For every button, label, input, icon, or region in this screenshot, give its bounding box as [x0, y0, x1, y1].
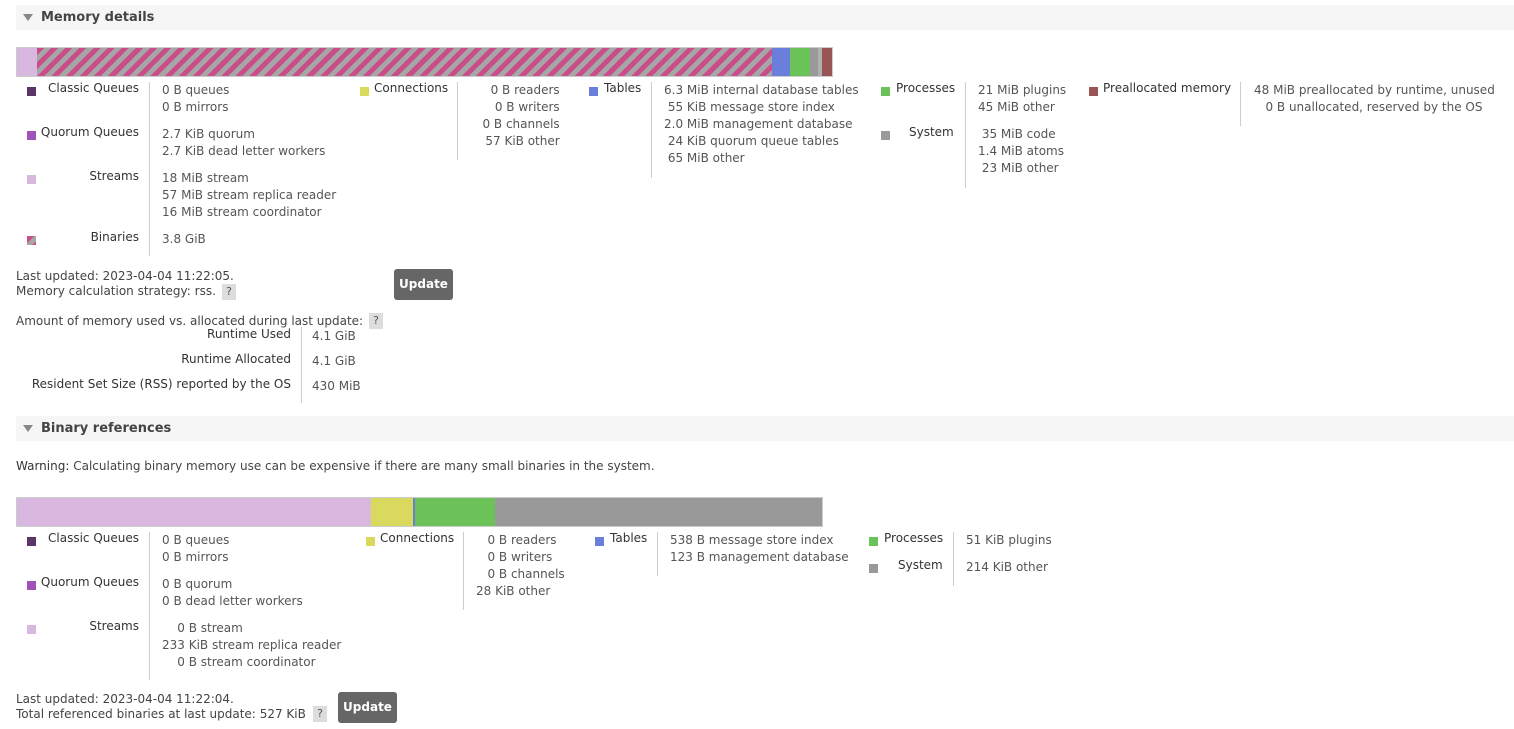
quorum-queues-values: 2.7 KiB quorum 2.7 KiB dead letter worke…: [162, 127, 326, 158]
quorum-queues-swatch-icon: [27, 581, 36, 590]
collapse-triangle-icon[interactable]: [23, 425, 33, 432]
binary-total: Total referenced binaries at last update…: [16, 707, 306, 721]
memory-update-button[interactable]: Update: [394, 269, 453, 300]
memory-details-header[interactable]: Memory details: [16, 5, 1514, 30]
system-swatch-icon: [869, 564, 878, 573]
tables-values: 538 B message store index 123 B manageme…: [670, 533, 849, 564]
tables-swatch-icon: [589, 87, 598, 96]
memory-strategy: Memory calculation strategy: rss.: [16, 284, 216, 298]
divider: [657, 532, 658, 576]
tables-values: 6.3 MiB internal database tables 55 KiB …: [664, 83, 859, 165]
streams-label: Streams: [89, 619, 139, 633]
quorum-queues-label: Quorum Queues: [40, 125, 139, 139]
bar-segment-tables: [413, 498, 415, 526]
processes-swatch-icon: [881, 87, 890, 96]
runtime-used-label: Runtime Used: [207, 327, 291, 341]
quorum-queues-values: 0 B quorum 0 B dead letter workers: [162, 577, 303, 608]
processes-values: 21 MiB plugins 45 MiB other: [978, 83, 1067, 114]
processes-values: 51 KiB plugins: [966, 533, 1052, 547]
classic-queues-swatch-icon: [27, 537, 36, 546]
connections-swatch-icon: [360, 87, 369, 96]
bar-segment-tables-internal: [771, 48, 776, 76]
divider: [457, 82, 458, 160]
binary-last-updated: Last updated: 2023-04-04 11:22:04.: [16, 692, 234, 706]
streams-swatch-icon: [27, 625, 36, 634]
total-help-icon[interactable]: ?: [313, 706, 327, 722]
system-swatch-icon: [881, 131, 890, 140]
runtime-used-value: 4.1 GiB: [312, 329, 356, 343]
collapse-triangle-icon[interactable]: [23, 14, 33, 21]
bar-segment-streams: [17, 48, 38, 76]
rss-label: Resident Set Size (RSS) reported by the …: [31, 377, 291, 391]
runtime-allocated-value: 4.1 GiB: [312, 354, 356, 368]
connections-label: Connections: [374, 81, 449, 95]
bar-segment-processes: [414, 498, 496, 526]
bar-segment-system: [495, 498, 822, 526]
bar-segment-processes: [789, 48, 802, 76]
binary-warning: Warning: Calculating binary memory use c…: [16, 459, 655, 473]
usage-title: Amount of memory used vs. allocated duri…: [16, 314, 364, 328]
bar-segment-connections: [371, 498, 414, 526]
streams-label: Streams: [89, 169, 139, 183]
streams-swatch-icon: [27, 175, 36, 184]
strategy-help-icon[interactable]: ?: [222, 284, 236, 300]
connections-swatch-icon: [366, 537, 375, 546]
binary-usage-bar: [16, 497, 823, 527]
divider: [149, 532, 150, 680]
divider: [149, 82, 150, 256]
binaries-label: Binaries: [90, 230, 139, 244]
tables-label: Tables: [610, 531, 648, 545]
bar-segment-streams: [17, 498, 372, 526]
binary-references-title: Binary references: [41, 421, 172, 436]
divider: [301, 327, 302, 403]
divider: [651, 82, 652, 178]
preallocated-label: Preallocated memory: [1103, 81, 1232, 95]
system-label: System: [898, 558, 943, 572]
system-values: 35 MiB code 1.4 MiB atoms 23 MiB other: [978, 127, 1064, 175]
binary-references-header[interactable]: Binary references: [16, 416, 1514, 441]
bar-segment-processes-2: [801, 48, 811, 76]
divider: [1240, 82, 1241, 126]
binaries-swatch-icon: [27, 236, 36, 245]
divider: [463, 532, 464, 610]
connections-label: Connections: [380, 531, 455, 545]
classic-queues-values: 0 B queues 0 B mirrors: [162, 533, 230, 564]
bar-segment-preallocated: [822, 48, 832, 76]
system-label: System: [909, 125, 954, 139]
processes-swatch-icon: [869, 537, 878, 546]
processes-label: Processes: [896, 81, 956, 95]
streams-values: 0 B stream 233 KiB stream replica reader…: [162, 621, 342, 669]
divider: [953, 532, 954, 586]
memory-last-updated: Last updated: 2023-04-04 11:22:05.: [16, 269, 234, 283]
memory-usage-bar: [16, 47, 833, 77]
rss-value: 430 MiB: [312, 379, 361, 393]
memory-details-title: Memory details: [41, 10, 155, 25]
preallocated-values: 48 MiB preallocated by runtime, unused 0…: [1254, 83, 1495, 114]
divider: [965, 82, 966, 188]
connections-values: 0 B readers 0 B writers 0 B channels 57 …: [482, 83, 560, 148]
runtime-allocated-label: Runtime Allocated: [181, 352, 291, 366]
classic-queues-label: Classic Queues: [48, 81, 139, 95]
bar-segment-binaries: [37, 48, 772, 76]
connections-values: 0 B readers 0 B writers 0 B channels 28 …: [476, 533, 565, 598]
system-values: 214 KiB other: [966, 560, 1048, 574]
classic-queues-swatch-icon: [27, 87, 36, 96]
processes-label: Processes: [884, 531, 944, 545]
classic-queues-label: Classic Queues: [48, 531, 139, 545]
usage-help-icon[interactable]: ?: [369, 313, 383, 329]
quorum-queues-label: Quorum Queues: [40, 575, 139, 589]
binaries-values: 3.8 GiB: [162, 232, 206, 246]
classic-queues-values: 0 B queues 0 B mirrors: [162, 83, 230, 114]
binary-update-button[interactable]: Update: [338, 692, 397, 723]
bar-segment-system-2: [818, 48, 823, 76]
streams-values: 18 MiB stream 57 MiB stream replica read…: [162, 171, 337, 219]
bar-segment-system: [810, 48, 819, 76]
preallocated-swatch-icon: [1089, 87, 1098, 96]
tables-swatch-icon: [595, 537, 604, 546]
quorum-queues-swatch-icon: [27, 131, 36, 140]
tables-label: Tables: [604, 81, 642, 95]
bar-segment-tables: [775, 48, 790, 76]
